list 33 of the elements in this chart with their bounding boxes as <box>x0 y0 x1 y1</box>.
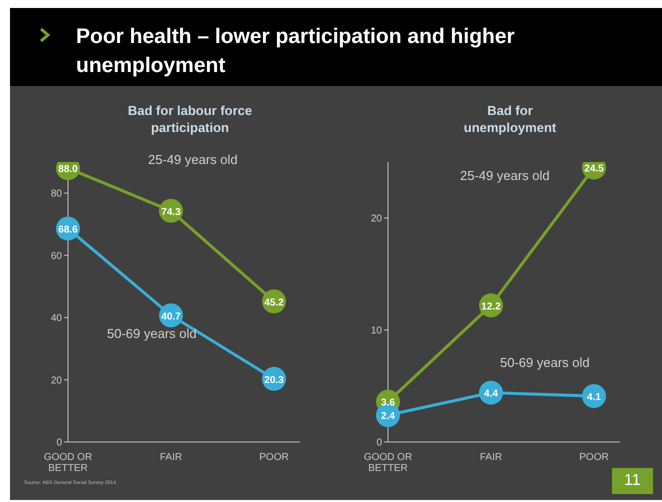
y-tick-label: 80 <box>50 188 62 200</box>
data-label: 12.2 <box>481 301 502 312</box>
y-tick-label: 0 <box>376 438 382 449</box>
y-tick-label: 20 <box>50 375 62 386</box>
x-tick-label: FAIR <box>480 452 502 463</box>
y-tick-label: 40 <box>50 313 62 324</box>
data-label: 40.7 <box>161 311 182 322</box>
data-label: 68.6 <box>58 224 78 236</box>
data-label: 45.2 <box>264 297 284 308</box>
data-label: 20.3 <box>264 374 284 386</box>
x-tick-label: POOR <box>579 452 609 463</box>
y-tick-label: 10 <box>370 326 382 337</box>
y-tick-label: 20 <box>370 214 382 225</box>
data-label: 2.4 <box>381 411 396 422</box>
x-tick-label: FAIR <box>160 452 182 463</box>
x-tick-label: GOOD OR BETTER <box>364 452 412 474</box>
chart-subtitle: Bad for unemployment <box>462 102 558 136</box>
data-label: 4.1 <box>587 392 602 404</box>
text: 25-49 years old <box>148 152 238 167</box>
data-label: 4.4 <box>484 388 498 400</box>
data-label: 24.5 <box>584 164 604 175</box>
series-label: 50-69 years old <box>107 326 197 341</box>
y-tick-label: 60 <box>50 250 62 262</box>
x-tick-label: GOOD OR BETTER <box>44 452 92 474</box>
chart-title: Poor health – lower participation and higher unemployment <box>76 24 516 79</box>
text: 11 <box>612 468 653 494</box>
text: 25-49 years old <box>460 168 550 183</box>
chart-subtitle: Bad for labour force participation <box>126 102 254 136</box>
y-tick-label: 0 <box>56 438 62 449</box>
series-label: 50-69 years old <box>500 355 590 370</box>
data-label: 88.0 <box>58 164 78 176</box>
data-label: 74.3 <box>161 206 182 218</box>
x-tick-label: POOR <box>259 452 289 463</box>
